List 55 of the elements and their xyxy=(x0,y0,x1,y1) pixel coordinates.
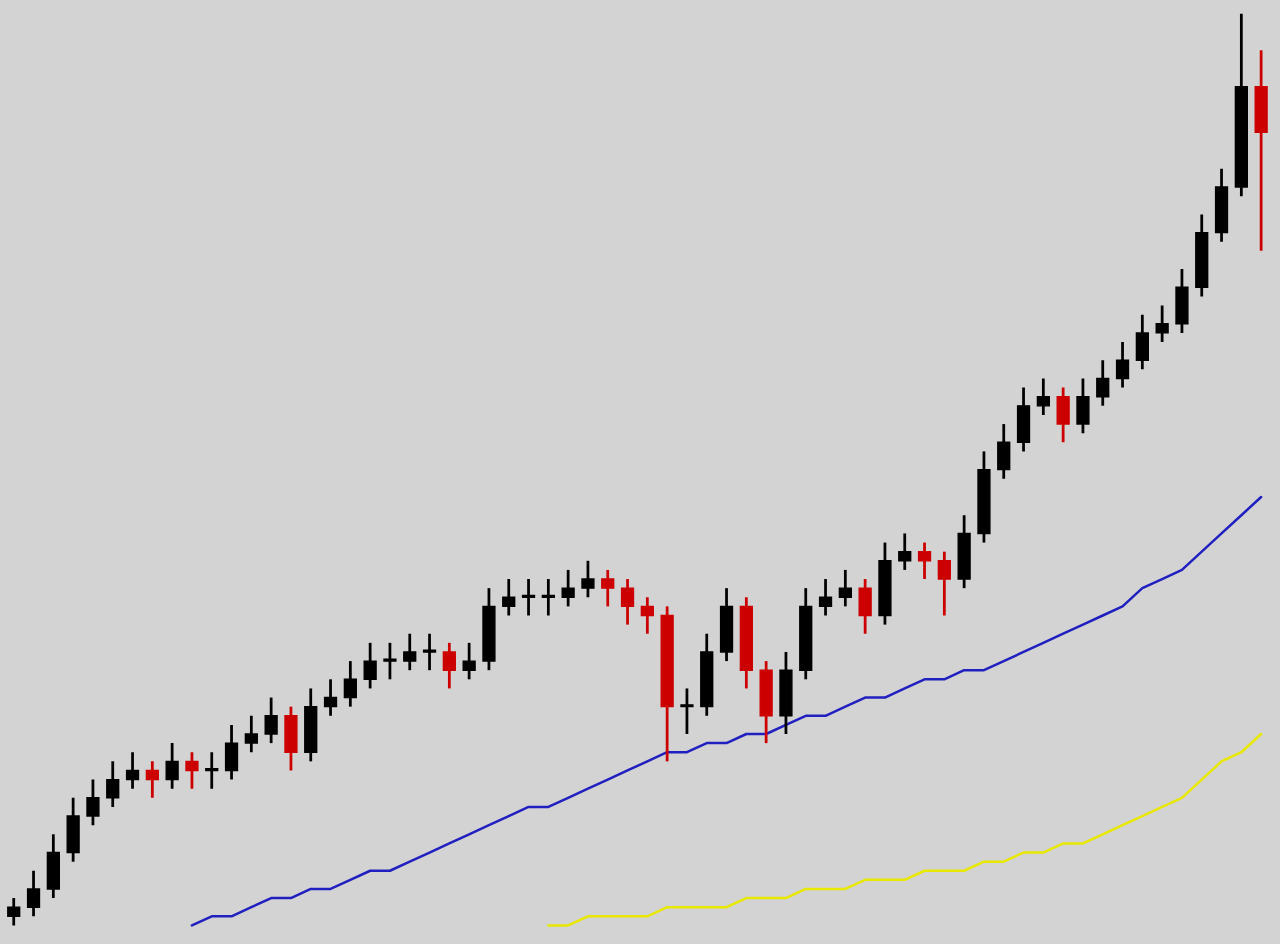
candlestick xyxy=(462,641,476,681)
candlestick xyxy=(937,550,951,617)
candlestick xyxy=(165,741,179,791)
candlestick xyxy=(640,595,654,636)
candlestick xyxy=(680,687,694,736)
candlestick xyxy=(581,559,595,599)
candlestick xyxy=(46,832,60,900)
candlestick xyxy=(264,696,278,745)
candlestick xyxy=(521,577,536,617)
candlestick xyxy=(1214,167,1229,244)
candlestick xyxy=(422,632,437,672)
candlestick xyxy=(541,577,555,617)
candlestick xyxy=(323,677,338,718)
candlestick xyxy=(1096,358,1110,408)
candlestick xyxy=(759,659,773,745)
candlestick xyxy=(383,641,397,681)
candlestick xyxy=(779,650,793,736)
candlestick xyxy=(442,641,456,690)
candlestick xyxy=(601,568,615,608)
candlestick xyxy=(1076,377,1090,435)
candlestick xyxy=(1016,386,1031,453)
candlestick xyxy=(244,714,258,754)
candlestick xyxy=(66,796,80,864)
candlestick xyxy=(363,641,377,690)
candlestick xyxy=(502,577,516,617)
candlestick xyxy=(620,577,635,626)
candlestick xyxy=(185,750,199,791)
candlestick xyxy=(205,750,219,791)
candlestick xyxy=(403,632,417,672)
candlestick xyxy=(1175,267,1189,335)
candlestick xyxy=(997,422,1011,481)
candlestick xyxy=(838,568,852,608)
candlestick xyxy=(26,869,41,918)
candlestick xyxy=(284,705,298,772)
candlestick xyxy=(86,778,100,827)
candlestick xyxy=(1115,340,1130,389)
candlestick xyxy=(224,723,239,781)
candlestick xyxy=(7,896,21,927)
candlestick xyxy=(917,541,932,581)
candlestick xyxy=(957,513,971,590)
candlestick xyxy=(343,659,357,709)
candlestick xyxy=(1056,386,1070,444)
candlestick xyxy=(125,750,140,791)
candlestick xyxy=(145,759,159,800)
candlestick xyxy=(719,586,734,663)
candlestick xyxy=(106,759,120,809)
candlestick xyxy=(818,577,833,617)
candlestick xyxy=(304,687,318,763)
candlestick xyxy=(1155,304,1169,344)
candlestick xyxy=(898,532,912,572)
candlestick xyxy=(561,568,575,608)
candlestick xyxy=(1254,48,1268,253)
candlestick xyxy=(1036,377,1050,417)
candlestick xyxy=(1135,313,1149,371)
candlestick xyxy=(858,577,872,636)
